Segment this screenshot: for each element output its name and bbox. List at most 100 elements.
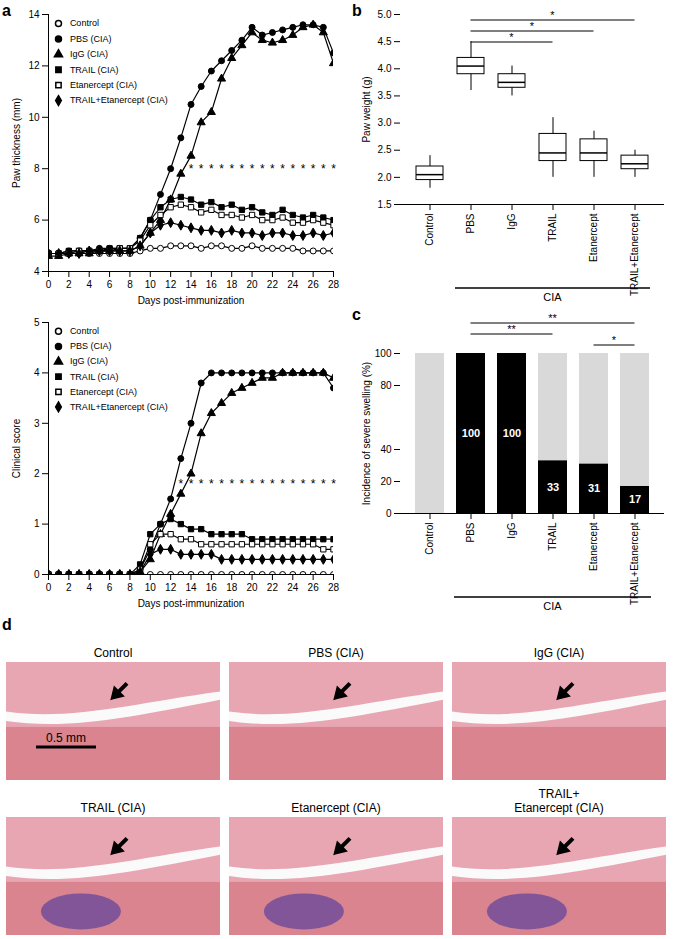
svg-text:80: 80 [380,380,392,391]
svg-text:PBS (CIA): PBS (CIA) [70,34,112,44]
svg-text:14: 14 [185,279,197,290]
svg-text:4.5: 4.5 [378,36,392,47]
svg-text:10: 10 [145,279,157,290]
svg-text:*: * [178,477,183,491]
svg-text:24: 24 [287,279,299,290]
svg-text:*: * [229,162,234,176]
svg-text:*: * [321,477,326,491]
svg-text:PBS: PBS [465,213,476,233]
svg-text:Control: Control [70,18,99,28]
svg-text:20: 20 [247,582,259,593]
svg-text:2: 2 [66,279,72,290]
svg-text:12: 12 [28,60,40,71]
svg-text:0.5 mm: 0.5 mm [46,731,86,745]
svg-text:CIA: CIA [543,291,562,303]
svg-text:*: * [219,162,224,176]
svg-text:*: * [301,477,306,491]
svg-text:*: * [240,477,245,491]
svg-text:*: * [509,31,514,43]
svg-text:26: 26 [308,279,320,290]
svg-text:4: 4 [34,266,40,277]
svg-text:Days post-immunization: Days post-immunization [138,598,245,609]
svg-text:Control: Control [70,326,99,336]
svg-text:18: 18 [226,582,238,593]
svg-text:*: * [280,477,285,491]
svg-text:*: * [260,477,265,491]
svg-text:2: 2 [66,582,72,593]
svg-text:*: * [331,477,336,491]
svg-text:Control: Control [424,214,435,246]
svg-text:*: * [321,162,326,176]
svg-text:*: * [311,162,316,176]
svg-text:8: 8 [34,163,40,174]
svg-text:20: 20 [247,279,259,290]
svg-text:*: * [260,162,265,176]
svg-text:100: 100 [375,348,392,359]
svg-text:*: * [189,162,194,176]
svg-text:10: 10 [145,582,157,593]
svg-text:Paw thickness (mm): Paw thickness (mm) [11,98,22,188]
svg-text:40: 40 [380,444,392,455]
svg-text:*: * [250,162,255,176]
svg-text:31: 31 [588,482,600,494]
svg-text:2.5: 2.5 [378,144,392,155]
svg-text:*: * [530,20,535,32]
svg-text:*: * [240,162,245,176]
svg-text:*: * [280,162,285,176]
svg-text:*: * [331,162,336,176]
svg-text:16: 16 [206,279,218,290]
svg-text:*: * [189,477,194,491]
svg-text:*: * [290,162,295,176]
svg-text:*: * [199,162,204,176]
svg-text:5: 5 [34,317,40,328]
svg-text:12: 12 [165,279,177,290]
svg-text:*: * [250,477,255,491]
svg-text:**: ** [507,323,516,335]
svg-text:12: 12 [165,582,177,593]
svg-text:2: 2 [34,468,40,479]
svg-text:Etanercept (CIA): Etanercept (CIA) [70,387,137,397]
svg-text:*: * [219,477,224,491]
svg-text:100: 100 [503,427,521,439]
svg-text:TRAIL+Etanercept (CIA): TRAIL+Etanercept (CIA) [70,95,168,105]
svg-text:TRAIL+Etanercept (CIA): TRAIL+Etanercept (CIA) [70,402,168,412]
svg-text:1: 1 [34,518,40,529]
svg-text:1.5: 1.5 [378,199,392,210]
svg-text:*: * [301,162,306,176]
svg-text:6: 6 [107,582,113,593]
svg-text:IgG: IgG [506,522,517,538]
svg-text:22: 22 [267,582,279,593]
svg-text:TRAIL (CIA): TRAIL (CIA) [70,65,119,75]
svg-text:17: 17 [629,493,641,505]
svg-text:0: 0 [46,279,52,290]
svg-text:20: 20 [380,476,392,487]
svg-text:33: 33 [547,481,559,493]
svg-text:TRAIL: TRAIL [547,213,558,242]
svg-text:*: * [229,477,234,491]
svg-text:**: ** [548,312,557,324]
svg-text:28: 28 [328,582,340,593]
svg-text:*: * [290,477,295,491]
svg-text:3.5: 3.5 [378,90,392,101]
svg-text:TRAIL (CIA): TRAIL (CIA) [70,372,119,382]
svg-text:TRAIL+Etanercept: TRAIL+Etanercept [629,522,640,605]
svg-text:4: 4 [86,279,92,290]
svg-text:TRAIL+Etanercept: TRAIL+Etanercept [629,213,640,296]
svg-text:Paw weight (g): Paw weight (g) [361,76,372,142]
svg-text:3.0: 3.0 [378,117,392,128]
svg-text:2.0: 2.0 [378,172,392,183]
svg-text:*: * [270,162,275,176]
svg-text:100: 100 [462,427,480,439]
svg-text:0: 0 [34,569,40,580]
svg-text:0: 0 [386,508,392,519]
svg-text:*: * [209,477,214,491]
svg-text:3: 3 [34,418,40,429]
svg-text:4: 4 [86,582,92,593]
svg-text:*: * [612,334,617,346]
svg-text:10: 10 [28,112,40,123]
svg-text:PBS: PBS [465,522,476,542]
svg-text:Etanercept: Etanercept [588,213,599,262]
svg-text:22: 22 [267,279,279,290]
svg-text:0: 0 [46,582,52,593]
svg-text:Clinical score: Clinical score [11,418,22,478]
